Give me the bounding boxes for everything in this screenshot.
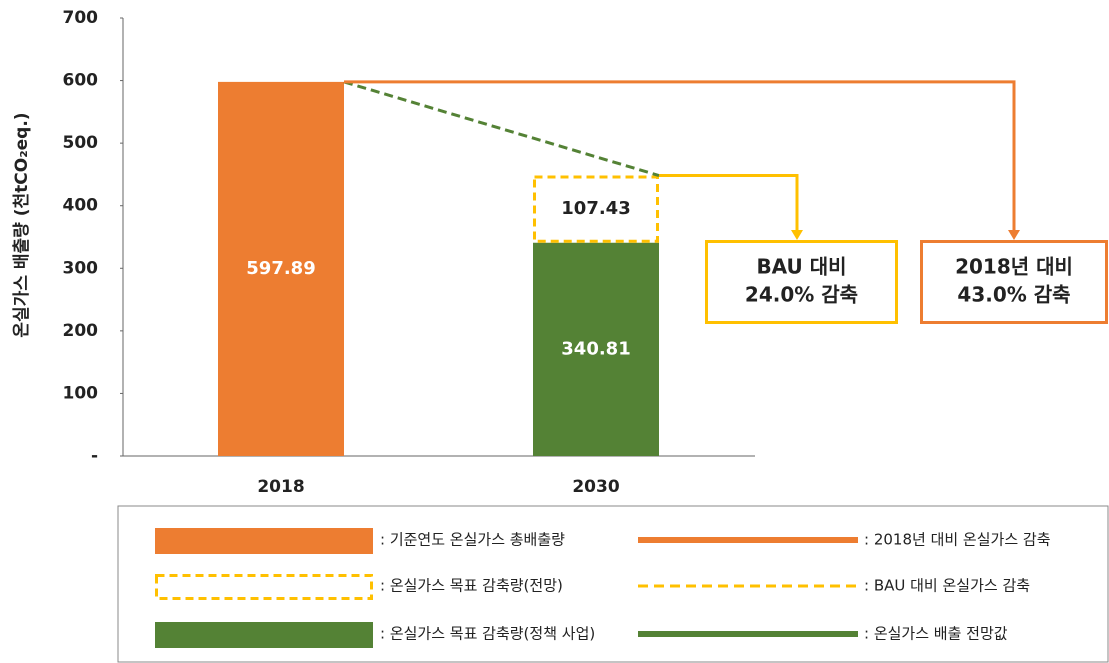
legend-label: : 2018년 대비 온실가스 감축 (864, 531, 1051, 549)
annotation-box (705, 240, 898, 324)
y-tick-label: 400 (63, 196, 99, 216)
x-tick-label: 2018 (257, 477, 304, 497)
y-tick-label: 500 (63, 133, 99, 153)
y-axis-label: 온실가스 배출량 (천tCO₂eq.) (12, 112, 32, 337)
annotation-text: 2018년 대비 (955, 255, 1073, 279)
y-tick-label: 700 (63, 8, 99, 28)
legend-frame (117, 505, 1109, 663)
y-tick-label: 600 (63, 71, 99, 91)
arrow-head (1008, 230, 1020, 240)
legend-swatch (155, 528, 373, 554)
annotation-text: 24.0% 감축 (745, 283, 858, 307)
value-label: 107.43 (561, 198, 630, 219)
y-tick-label: 200 (63, 321, 99, 341)
value-label: 340.81 (561, 338, 630, 359)
legend-label: : 온실가스 목표 감축량(정책 사업) (380, 625, 595, 643)
annotation-text: 43.0% 감축 (957, 283, 1070, 307)
value-label: 597.89 (246, 258, 315, 279)
y-tick-label: 300 (63, 258, 99, 278)
projection-line (343, 80, 660, 177)
legend-label: : 온실가스 목표 감축량(전망) (380, 577, 563, 595)
legend-swatch (155, 622, 373, 648)
annotation-box (920, 240, 1108, 324)
x-tick-label: 2030 (572, 477, 619, 497)
annotation-text: BAU 대비 (756, 255, 846, 279)
bar-segment (533, 175, 659, 243)
bar-segment (533, 242, 659, 456)
legend-label: : BAU 대비 온실가스 감축 (864, 577, 1030, 595)
legend-label: : 온실가스 배출 전망값 (864, 625, 1008, 643)
bar-segment (218, 81, 344, 456)
reduction-line (344, 80, 1016, 232)
y-tick-label: - (91, 446, 98, 466)
reduction-line (659, 174, 799, 232)
arrow-head (791, 230, 803, 240)
y-tick-label: 100 (63, 383, 99, 403)
legend-swatch (155, 574, 373, 600)
legend-label: : 기준연도 온실가스 총배출량 (380, 531, 565, 549)
